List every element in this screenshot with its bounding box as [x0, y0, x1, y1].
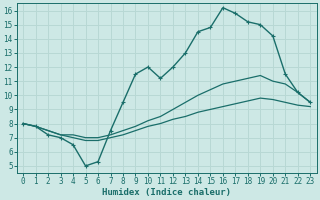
X-axis label: Humidex (Indice chaleur): Humidex (Indice chaleur)	[102, 188, 231, 197]
